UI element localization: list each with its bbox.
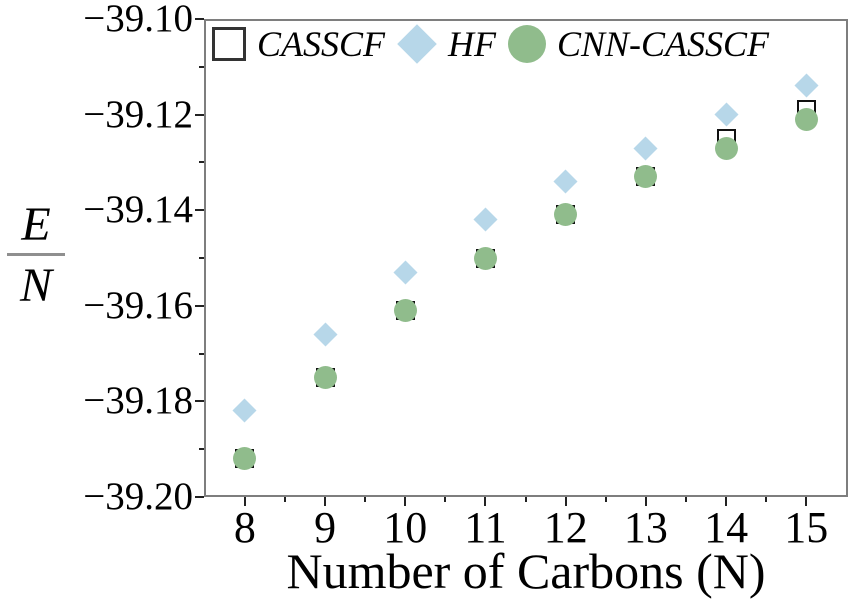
x-axis-major-tick — [484, 497, 487, 506]
x-axis-minor-tick — [284, 497, 286, 502]
x-axis-major-tick — [725, 497, 728, 506]
data-point-cnn-casscf-n9 — [313, 366, 337, 389]
x-axis-major-tick — [324, 497, 327, 506]
x-axis-tick-label: 8 — [233, 503, 256, 552]
x-axis-minor-tick — [604, 497, 607, 502]
data-point-cnn-casscf-n10 — [393, 299, 417, 323]
y-axis-title-denominator: N — [19, 259, 52, 312]
x-axis-tick-label: 9 — [314, 503, 337, 552]
y-axis-major-tick — [195, 496, 204, 498]
y-axis-title-fraction: E N — [5, 200, 67, 311]
y-axis-tick-label: −39.14 — [83, 188, 193, 232]
data-point-cnn-casscf-n13 — [634, 165, 658, 189]
y-axis-tick-label: −39.20 — [83, 475, 193, 518]
data-point-cnn-casscf-n8 — [233, 447, 257, 471]
circle-marker-icon — [508, 25, 547, 63]
x-axis-tick-label: 10 — [383, 503, 428, 552]
x-axis-major-tick — [805, 497, 808, 506]
y-axis-tick-label: −39.18 — [83, 379, 193, 423]
y-axis-minor-tick — [199, 352, 204, 355]
x-axis-minor-tick — [444, 497, 447, 502]
legend: CASSCF HF CNN-CASSCF — [212, 24, 769, 64]
x-axis-tick-label: 13 — [623, 503, 668, 552]
legend-item-hf: HF — [397, 24, 496, 64]
data-point-cnn-casscf-n14 — [714, 136, 738, 160]
x-axis-tick-label: 12 — [543, 503, 588, 552]
open-square-marker-icon — [212, 27, 246, 61]
y-axis-minor-tick — [199, 257, 204, 259]
y-axis-major-tick — [195, 18, 204, 20]
x-axis-major-tick — [564, 497, 567, 506]
y-axis-tick-label: −39.12 — [83, 92, 193, 136]
x-axis-minor-tick — [524, 497, 527, 502]
y-axis-major-tick — [195, 209, 204, 212]
y-axis-title-numerator: E — [21, 198, 51, 251]
legend-item-casscf: CASSCF — [212, 24, 385, 64]
data-point-cnn-casscf-n11 — [473, 246, 497, 270]
x-axis-tick-label: 15 — [784, 503, 829, 552]
y-axis-tick-label: −39.10 — [83, 0, 193, 40]
x-axis-minor-tick — [765, 497, 768, 502]
x-axis-tick-label: 14 — [704, 503, 749, 552]
x-axis-minor-tick — [684, 497, 687, 502]
y-axis-major-tick — [195, 400, 204, 403]
y-axis-major-tick — [195, 113, 204, 116]
diamond-marker-icon — [397, 24, 437, 64]
legend-label-casscf: CASSCF — [257, 24, 386, 64]
data-point-cnn-casscf-n12 — [554, 203, 578, 227]
data-point-cnn-casscf-n15 — [794, 107, 818, 131]
y-axis-minor-tick — [199, 161, 204, 164]
x-axis-minor-tick — [364, 497, 367, 502]
fraction-bar — [7, 253, 65, 256]
y-axis-major-tick — [195, 304, 204, 307]
x-axis-title: Number of Carbons (N) — [286, 543, 766, 599]
y-axis-minor-tick — [199, 448, 204, 451]
x-axis-major-tick — [243, 497, 246, 506]
y-axis-minor-tick — [199, 65, 204, 68]
x-axis-major-tick — [404, 497, 407, 506]
x-axis-major-tick — [644, 497, 647, 506]
x-axis-tick-label: 11 — [464, 503, 507, 552]
legend-label-hf: HF — [448, 24, 497, 64]
y-axis-tick-label: −39.16 — [83, 283, 193, 327]
legend-label-cnn-casscf: CNN-CASSCF — [557, 24, 770, 64]
legend-item-cnn-casscf: CNN-CASSCF — [508, 24, 769, 64]
plot-area — [204, 19, 848, 497]
